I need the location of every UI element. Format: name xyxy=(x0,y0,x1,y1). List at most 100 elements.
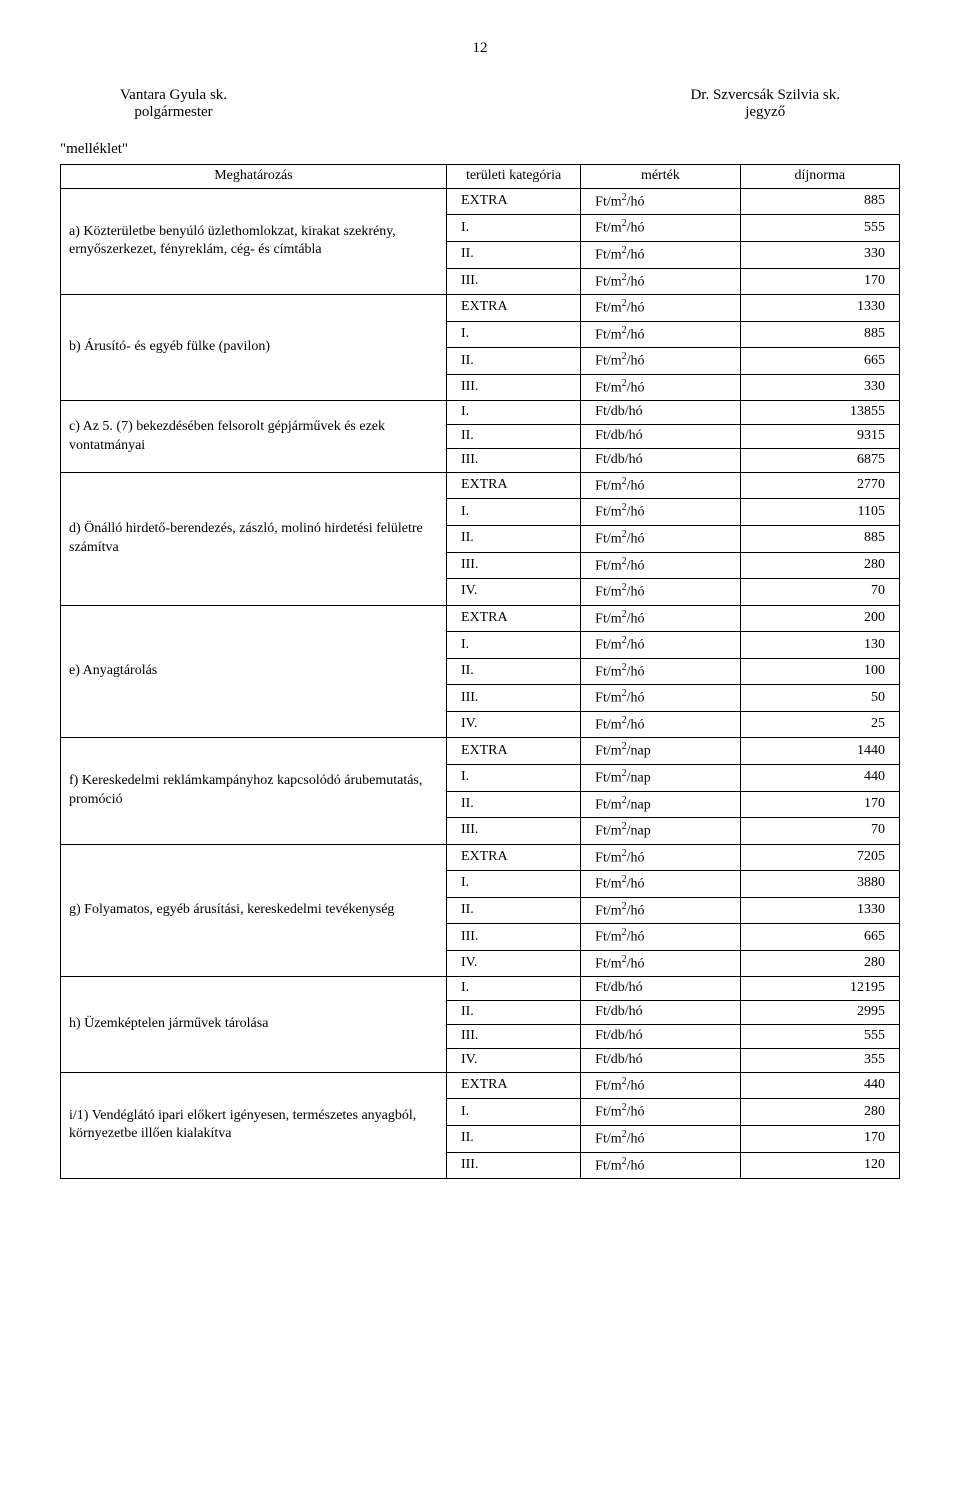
row-unit: Ft/m2/hó xyxy=(581,321,740,348)
row-category: II. xyxy=(446,425,580,449)
row-description: i/1) Vendéglátó ipari előkert igényesen,… xyxy=(61,1072,447,1178)
row-value: 665 xyxy=(740,924,899,951)
row-value: 7205 xyxy=(740,844,899,871)
left-title: polgármester xyxy=(120,104,227,121)
row-unit: Ft/m2/hó xyxy=(581,1125,740,1152)
row-value: 2770 xyxy=(740,472,899,499)
row-value: 330 xyxy=(740,374,899,401)
row-category: IV. xyxy=(446,711,580,738)
row-category: III. xyxy=(446,374,580,401)
row-unit: Ft/db/hó xyxy=(581,425,740,449)
row-value: 280 xyxy=(740,1099,899,1126)
row-unit: Ft/m2/hó xyxy=(581,188,740,215)
row-category: EXTRA xyxy=(446,738,580,765)
row-value: 2995 xyxy=(740,1001,899,1025)
row-value: 170 xyxy=(740,1125,899,1152)
row-category: EXTRA xyxy=(446,605,580,632)
row-unit: Ft/m2/nap xyxy=(581,791,740,818)
row-category: III. xyxy=(446,818,580,845)
table-row: c) Az 5. (7) bekezdésében felsorolt gépj… xyxy=(61,401,900,425)
col-kategoria: területi kategória xyxy=(446,165,580,189)
row-unit: Ft/m2/hó xyxy=(581,348,740,375)
row-value: 280 xyxy=(740,950,899,977)
row-unit: Ft/m2/hó xyxy=(581,241,740,268)
row-unit: Ft/db/hó xyxy=(581,1001,740,1025)
col-mertek: mérték xyxy=(581,165,740,189)
attachment-label: "melléklet" xyxy=(60,141,900,158)
row-category: II. xyxy=(446,658,580,685)
page-number: 12 xyxy=(60,40,900,57)
right-title: jegyző xyxy=(690,104,840,121)
row-unit: Ft/m2/hó xyxy=(581,844,740,871)
row-value: 9315 xyxy=(740,425,899,449)
row-unit: Ft/db/hó xyxy=(581,1049,740,1073)
row-unit: Ft/m2/hó xyxy=(581,924,740,951)
row-value: 330 xyxy=(740,241,899,268)
row-value: 665 xyxy=(740,348,899,375)
col-meghatarozas: Meghatározás xyxy=(61,165,447,189)
row-unit: Ft/m2/hó xyxy=(581,1152,740,1179)
row-category: III. xyxy=(446,552,580,579)
signature-header: Vantara Gyula sk. polgármester Dr. Szver… xyxy=(120,87,840,121)
row-value: 130 xyxy=(740,632,899,659)
row-unit: Ft/m2/hó xyxy=(581,472,740,499)
row-value: 25 xyxy=(740,711,899,738)
row-unit: Ft/m2/hó xyxy=(581,215,740,242)
row-value: 885 xyxy=(740,188,899,215)
row-unit: Ft/m2/hó xyxy=(581,871,740,898)
right-name: Dr. Szvercsák Szilvia sk. xyxy=(690,87,840,104)
row-category: III. xyxy=(446,449,580,473)
row-category: II. xyxy=(446,1001,580,1025)
row-value: 1105 xyxy=(740,499,899,526)
row-unit: Ft/m2/hó xyxy=(581,295,740,322)
row-category: I. xyxy=(446,321,580,348)
row-value: 6875 xyxy=(740,449,899,473)
row-category: EXTRA xyxy=(446,1072,580,1099)
row-category: I. xyxy=(446,401,580,425)
row-value: 13855 xyxy=(740,401,899,425)
left-name: Vantara Gyula sk. xyxy=(120,87,227,104)
row-value: 70 xyxy=(740,818,899,845)
row-category: II. xyxy=(446,897,580,924)
row-category: III. xyxy=(446,924,580,951)
row-unit: Ft/m2/nap xyxy=(581,764,740,791)
row-unit: Ft/db/hó xyxy=(581,1025,740,1049)
table-row: e) AnyagtárolásEXTRAFt/m2/hó200 xyxy=(61,605,900,632)
row-unit: Ft/m2/hó xyxy=(581,268,740,295)
table-row: d) Önálló hirdető-berendezés, zászló, mo… xyxy=(61,472,900,499)
row-unit: Ft/db/hó xyxy=(581,449,740,473)
row-value: 70 xyxy=(740,579,899,606)
row-value: 3880 xyxy=(740,871,899,898)
table-row: h) Üzemképtelen járművek tárolásaI.Ft/db… xyxy=(61,977,900,1001)
row-unit: Ft/m2/hó xyxy=(581,950,740,977)
row-value: 200 xyxy=(740,605,899,632)
row-value: 1440 xyxy=(740,738,899,765)
row-value: 555 xyxy=(740,215,899,242)
row-category: III. xyxy=(446,1152,580,1179)
table-row: f) Kereskedelmi reklámkampányhoz kapcsol… xyxy=(61,738,900,765)
row-category: I. xyxy=(446,871,580,898)
row-unit: Ft/m2/hó xyxy=(581,552,740,579)
row-category: IV. xyxy=(446,579,580,606)
row-unit: Ft/m2/hó xyxy=(581,685,740,712)
row-category: II. xyxy=(446,1125,580,1152)
row-category: I. xyxy=(446,764,580,791)
row-category: II. xyxy=(446,241,580,268)
row-value: 120 xyxy=(740,1152,899,1179)
row-value: 885 xyxy=(740,526,899,553)
row-value: 280 xyxy=(740,552,899,579)
row-unit: Ft/db/hó xyxy=(581,401,740,425)
row-category: I. xyxy=(446,1099,580,1126)
row-category: II. xyxy=(446,791,580,818)
row-value: 440 xyxy=(740,764,899,791)
row-unit: Ft/m2/hó xyxy=(581,711,740,738)
signature-right: Dr. Szvercsák Szilvia sk. jegyző xyxy=(690,87,840,121)
row-description: a) Közterületbe benyúló üzlethomlokzat, … xyxy=(61,188,447,294)
table-header-row: Meghatározás területi kategória mérték d… xyxy=(61,165,900,189)
table-row: b) Árusító- és egyéb fülke (pavilon)EXTR… xyxy=(61,295,900,322)
row-description: b) Árusító- és egyéb fülke (pavilon) xyxy=(61,295,447,401)
row-description: g) Folyamatos, egyéb árusítási, keresked… xyxy=(61,844,447,977)
row-description: d) Önálló hirdető-berendezés, zászló, mo… xyxy=(61,472,447,605)
signature-left: Vantara Gyula sk. polgármester xyxy=(120,87,227,121)
fees-table: Meghatározás területi kategória mérték d… xyxy=(60,164,900,1179)
